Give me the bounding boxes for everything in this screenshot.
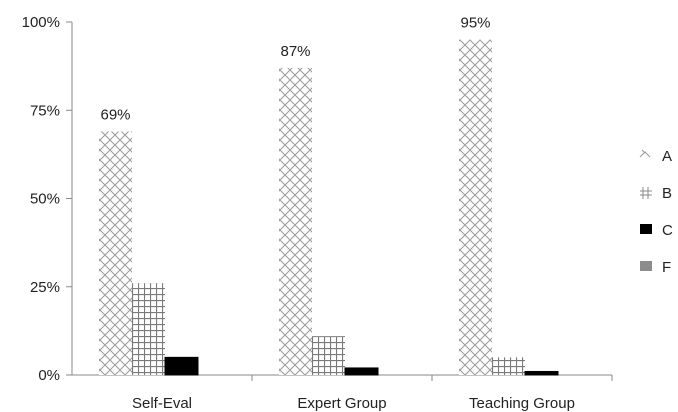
legend-label-a: A <box>662 148 672 165</box>
legend-item-c: C <box>640 222 673 239</box>
bar-c-teaching-group <box>524 370 559 376</box>
legend-label-f: F <box>662 259 671 276</box>
x-category-label-self-eval: Self-Eval <box>132 395 192 412</box>
y-tick-label: 75% <box>30 102 60 119</box>
x-category-label-expert-group: Expert Group <box>297 395 386 412</box>
legend-label-c: C <box>662 222 673 239</box>
axis-layer: 0% 25% 50% 75% 100% Self-Eval Expert Group Teac… <box>22 14 613 412</box>
bar-a-expert-group <box>279 67 312 375</box>
bar-b-self-eval <box>132 283 165 375</box>
legend-swatch-c <box>640 224 652 234</box>
y-tick-label: 50% <box>30 191 60 208</box>
y-tick-label: 100% <box>22 14 60 31</box>
legend-item-a: A <box>639 148 672 165</box>
data-label-a-teaching-group: 95% <box>460 15 490 32</box>
labels-layer: 69% 87% 95% <box>100 15 490 124</box>
bar-c-expert-group <box>344 367 379 376</box>
data-label-a-self-eval: 69% <box>100 106 130 123</box>
legend-item-f: F <box>640 259 671 276</box>
y-tick-label: 25% <box>30 279 60 296</box>
bar-b-teaching-group <box>492 357 525 375</box>
legend-label-b: B <box>662 185 672 202</box>
legend: A B C F <box>639 148 673 276</box>
legend-swatch-b <box>640 187 652 199</box>
bars-layer <box>99 39 559 376</box>
legend-swatch-a <box>639 149 651 158</box>
x-category-label-teaching-group: Teaching Group <box>469 395 575 412</box>
bar-c-self-eval <box>164 356 199 376</box>
y-tick-label: 0% <box>38 367 60 384</box>
legend-swatch-f <box>640 261 652 271</box>
bar-a-teaching-group <box>459 39 492 376</box>
legend-item-b: B <box>640 185 672 202</box>
data-label-a-expert-group: 87% <box>280 43 310 60</box>
bar-b-expert-group <box>312 336 345 375</box>
bar-a-self-eval <box>99 131 132 375</box>
